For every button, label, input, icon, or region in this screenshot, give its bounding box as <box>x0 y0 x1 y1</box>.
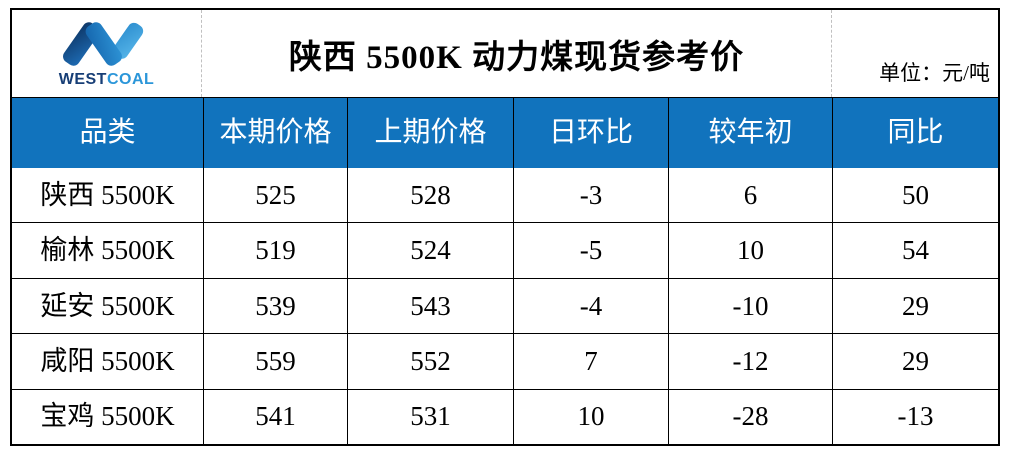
cell-yoy-change: 50 <box>902 179 929 210</box>
cell-ytd-change: -10 <box>669 278 833 334</box>
cell-daily-change: 7 <box>514 334 669 389</box>
cell-daily-change: 10 <box>514 389 669 445</box>
cell-yoy-change: -13 <box>897 401 934 432</box>
table-row: 咸阳 5500K 559 552 7 -12 29 <box>12 334 998 390</box>
title-cell: 陕西 5500K 动力煤现货参考价 <box>202 10 832 97</box>
cell-category: 陕西 5500K <box>12 168 204 223</box>
col-header-ytd-change: 较年初 <box>669 98 833 168</box>
cell-previous-price: 528 <box>348 168 514 223</box>
cell-yoy-change: 29 <box>902 290 929 321</box>
cell-yoy-change: 54 <box>902 235 929 266</box>
cell-current-price: 541 <box>204 389 348 445</box>
table-row: 榆林 5500K 519 524 -5 10 54 <box>12 223 998 279</box>
brand-west: WEST <box>58 71 107 88</box>
cell-ytd-change: -28 <box>669 389 833 445</box>
cell-yoy-change: 29 <box>902 345 929 376</box>
cell-previous-price: 543 <box>348 278 514 334</box>
cell-ytd-change: -12 <box>669 334 833 389</box>
cell-current-price: 559 <box>204 334 348 389</box>
table-body: 陕西 5500K 525 528 -3 6 50 榆林 5500K 519 52… <box>12 168 998 445</box>
table-row: 陕西 5500K 525 528 -3 6 50 <box>12 168 998 224</box>
cell-category: 榆林 5500K <box>12 223 204 278</box>
table-header-row: 品类 本期价格 上期价格 日环比 较年初 同比 <box>12 98 998 168</box>
cell-current-price: 525 <box>204 168 348 223</box>
cell-daily-change: -5 <box>514 223 669 278</box>
col-header-previous-price: 上期价格 <box>348 98 514 168</box>
unit-cell: 单位：元/吨 <box>832 10 998 97</box>
cell-previous-price: 524 <box>348 223 514 278</box>
cell-category: 延安 5500K <box>12 278 204 334</box>
westcoal-w-icon <box>62 22 143 66</box>
cell-category: 咸阳 5500K <box>12 334 204 389</box>
brand-wordmark: WESTCOAL <box>59 72 155 88</box>
cell-current-price: 519 <box>204 223 348 278</box>
brand-coal: COAL <box>106 71 155 88</box>
top-band: WESTCOAL 陕西 5500K 动力煤现货参考价 单位：元/吨 <box>12 10 998 98</box>
cell-current-price: 539 <box>204 278 348 334</box>
cell-category: 宝鸡 5500K <box>12 389 204 445</box>
table-row: 延安 5500K 539 543 -4 -10 29 <box>12 278 998 335</box>
cell-previous-price: 552 <box>348 334 514 389</box>
cell-ytd-change: 10 <box>669 223 833 278</box>
brand-logo: WESTCOAL <box>12 10 202 97</box>
col-header-daily-change: 日环比 <box>514 98 669 168</box>
cell-daily-change: -4 <box>514 278 669 334</box>
cell-previous-price: 531 <box>348 389 514 445</box>
col-header-category: 品类 <box>12 98 204 168</box>
col-header-yoy-change: 同比 <box>887 117 944 148</box>
col-header-current-price: 本期价格 <box>204 98 348 168</box>
sheet: WESTCOAL 陕西 5500K 动力煤现货参考价 单位：元/吨 品类 本期价… <box>10 8 1000 446</box>
cell-daily-change: -3 <box>514 168 669 223</box>
page-title: 陕西 5500K 动力煤现货参考价 <box>288 39 745 76</box>
unit-label: 单位：元/吨 <box>879 61 990 85</box>
cell-ytd-change: 6 <box>669 168 833 223</box>
table-row: 宝鸡 5500K 541 531 10 -28 -13 <box>12 389 998 445</box>
